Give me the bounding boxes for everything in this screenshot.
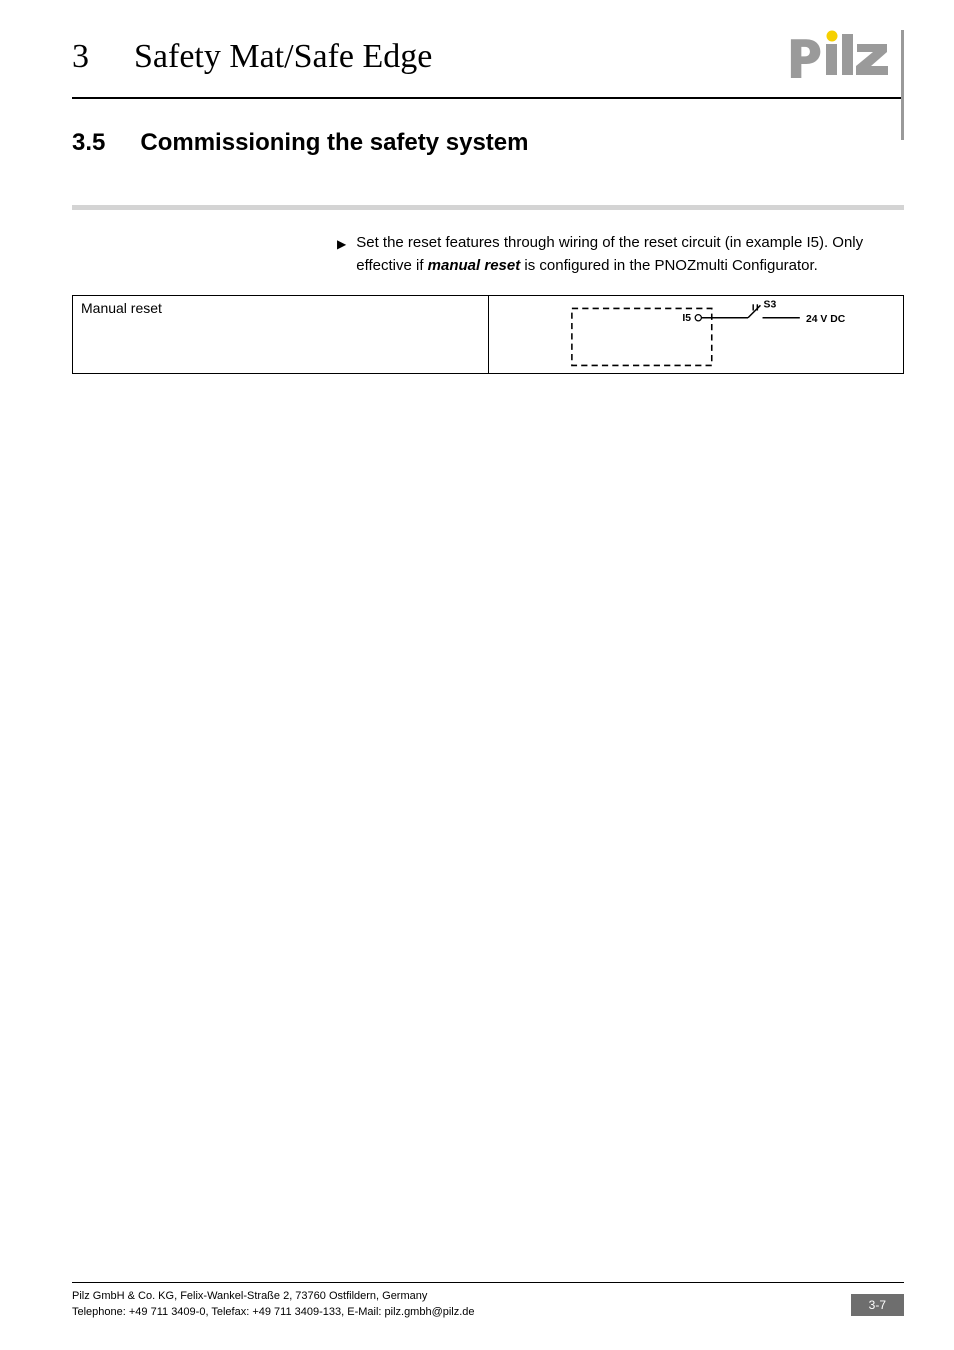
page-container: 3 Safety Mat/Safe Edge 3.5 Commissioning… <box>72 30 904 1320</box>
italic-manual-reset: manual reset <box>428 257 521 274</box>
table-cell-diagram: I5 S3 24 V DC <box>488 296 904 374</box>
footer-rule <box>72 1282 904 1283</box>
header-left-group: 3 Safety Mat/Safe Edge <box>72 38 432 76</box>
logo-letter-l <box>842 34 853 75</box>
page-footer: Pilz GmbH & Co. KG, Felix-Wankel-Straße … <box>72 1282 904 1320</box>
logo-letter-p <box>791 39 820 78</box>
table-row: Manual reset I5 S3 24 V DC <box>73 296 904 374</box>
right-vertical-rule <box>901 30 904 140</box>
s3-label: S3 <box>763 299 776 310</box>
footer-row: Pilz GmbH & Co. KG, Felix-Wankel-Straße … <box>72 1289 904 1320</box>
chapter-title: Safety Mat/Safe Edge <box>134 38 432 76</box>
section-number: 3.5 <box>72 129 105 157</box>
logo-dot-icon <box>827 31 838 42</box>
text-after-italic: is configured in the PNOZmulti Configura… <box>520 257 818 274</box>
terminal-circle-icon <box>695 315 701 321</box>
bullet-text: Set the reset features through wiring of… <box>356 232 894 277</box>
section-title: Commissioning the safety system <box>140 129 528 157</box>
chapter-number: 3 <box>72 38 89 76</box>
pilz-logo <box>789 30 904 83</box>
body-text-block: ▶ Set the reset features through wiring … <box>337 232 904 277</box>
page-number-badge: 3-7 <box>851 1294 904 1316</box>
logo-letters <box>791 34 888 78</box>
section-rule <box>72 205 904 210</box>
reset-circuit-diagram: I5 S3 24 V DC <box>489 296 903 377</box>
bullet-marker-icon: ▶ <box>337 232 346 277</box>
logo-letter-z <box>856 44 888 75</box>
header-rule <box>72 97 904 99</box>
footer-line-1: Pilz GmbH & Co. KG, Felix-Wankel-Straße … <box>72 1289 475 1304</box>
page-header: 3 Safety Mat/Safe Edge <box>72 30 904 93</box>
footer-address: Pilz GmbH & Co. KG, Felix-Wankel-Straße … <box>72 1289 475 1320</box>
logo-letter-i <box>826 44 837 75</box>
manual-reset-table: Manual reset I5 S3 24 V DC <box>72 295 904 374</box>
switch-contact-icon <box>748 305 760 317</box>
voltage-label: 24 V DC <box>806 314 846 325</box>
table-cell-label: Manual reset <box>73 296 489 374</box>
footer-line-2: Telephone: +49 711 3409-0, Telefax: +49 … <box>72 1305 475 1320</box>
pilz-logo-svg <box>789 30 889 78</box>
i5-label: I5 <box>682 313 691 324</box>
section-heading: 3.5 Commissioning the safety system <box>72 129 904 157</box>
bullet-item: ▶ Set the reset features through wiring … <box>337 232 894 277</box>
